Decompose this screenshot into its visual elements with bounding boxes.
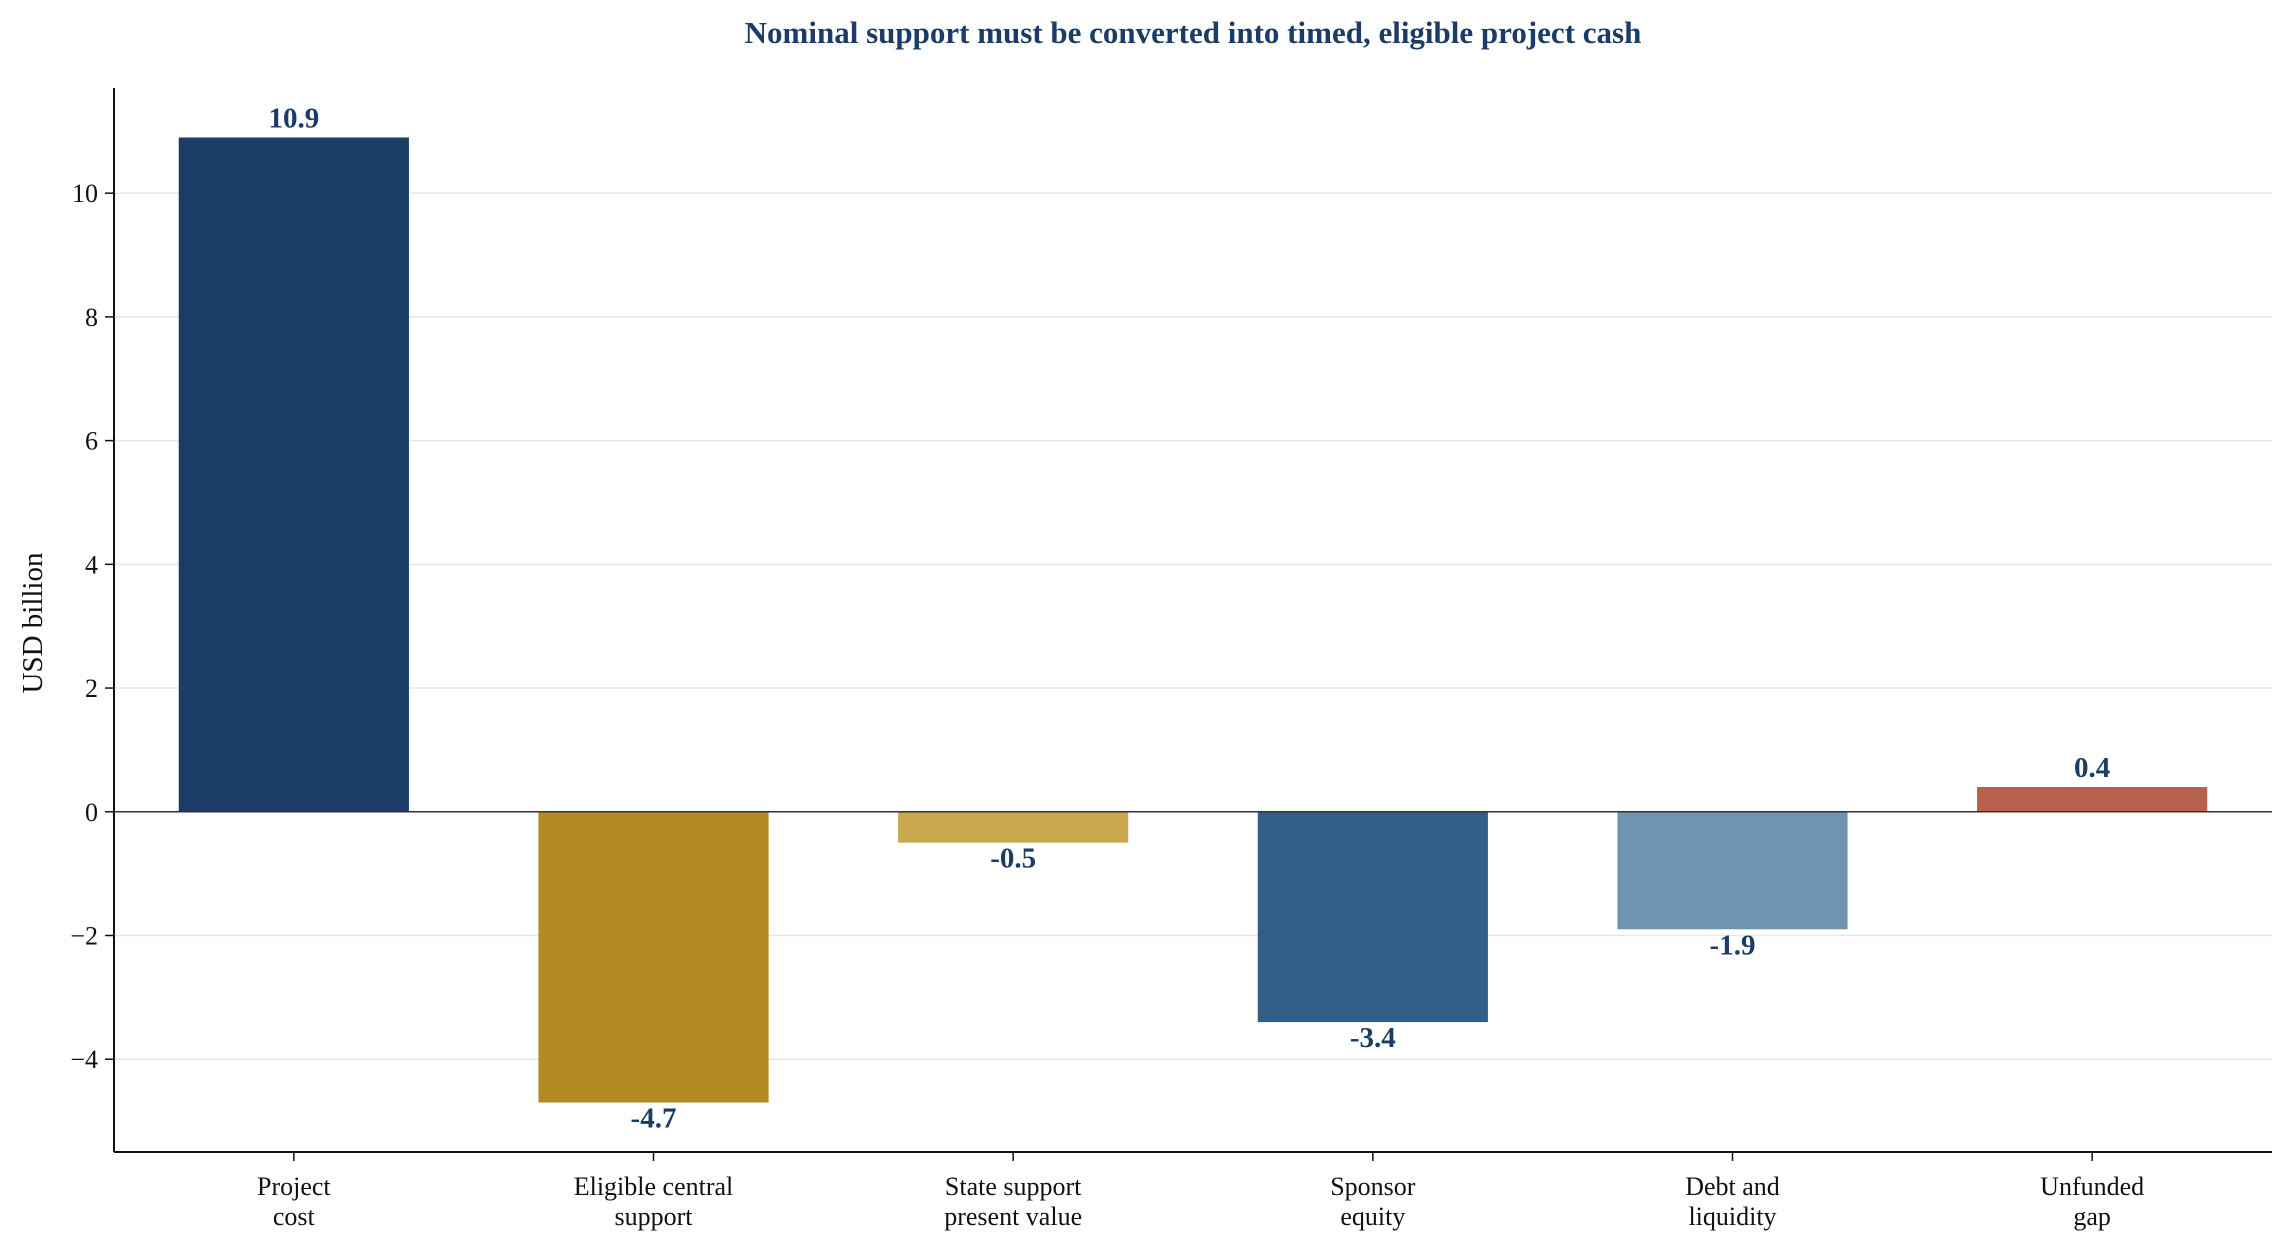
y-tick-label: 2	[85, 674, 98, 703]
bar	[178, 137, 409, 812]
data-label: -3.4	[1350, 1022, 1396, 1054]
x-tick-label: Unfunded gap	[2040, 1172, 2144, 1231]
data-label: 0.4	[2074, 752, 2110, 784]
bar	[898, 811, 1129, 843]
bars	[178, 137, 2208, 1103]
x-tick-label: Project cost	[257, 1172, 331, 1231]
axes	[113, 88, 2272, 1153]
data-label: -1.9	[1710, 929, 1756, 961]
bar	[1617, 811, 1848, 930]
bar	[1977, 787, 2208, 812]
data-label: -4.7	[631, 1103, 677, 1135]
x-tick-label: Eligible central support	[574, 1172, 734, 1231]
gridlines	[114, 192, 2272, 1060]
x-tick-label: State support present value	[944, 1172, 1082, 1231]
y-tick-label: 4	[85, 550, 98, 579]
y-tick-label: −4	[70, 1045, 98, 1074]
data-labels: 10.9 -4.7 -0.5 -3.4 -1.9 0.4	[268, 102, 2110, 1134]
y-tick-label: 10	[72, 179, 98, 208]
y-tick-label: −2	[70, 921, 98, 950]
x-axis-ticks: Project cost Eligible central support State …	[257, 1152, 2144, 1231]
x-tick-label: Sponsor equity	[1330, 1172, 1416, 1231]
y-axis-label: USD billion	[17, 552, 49, 693]
bar	[538, 811, 769, 1103]
y-tick-label: 0	[85, 798, 98, 827]
data-label: 10.9	[268, 102, 319, 134]
data-label: -0.5	[990, 843, 1036, 875]
y-axis-ticks: −4 −2 0 2 4 6 8 10	[70, 179, 114, 1074]
y-tick-label: 6	[85, 427, 98, 456]
chart-title: Nominal support must be converted into t…	[745, 15, 1642, 50]
x-tick-label: Debt and liquidity	[1685, 1172, 1780, 1231]
y-tick-label: 8	[85, 303, 98, 332]
bar	[1257, 811, 1488, 1023]
